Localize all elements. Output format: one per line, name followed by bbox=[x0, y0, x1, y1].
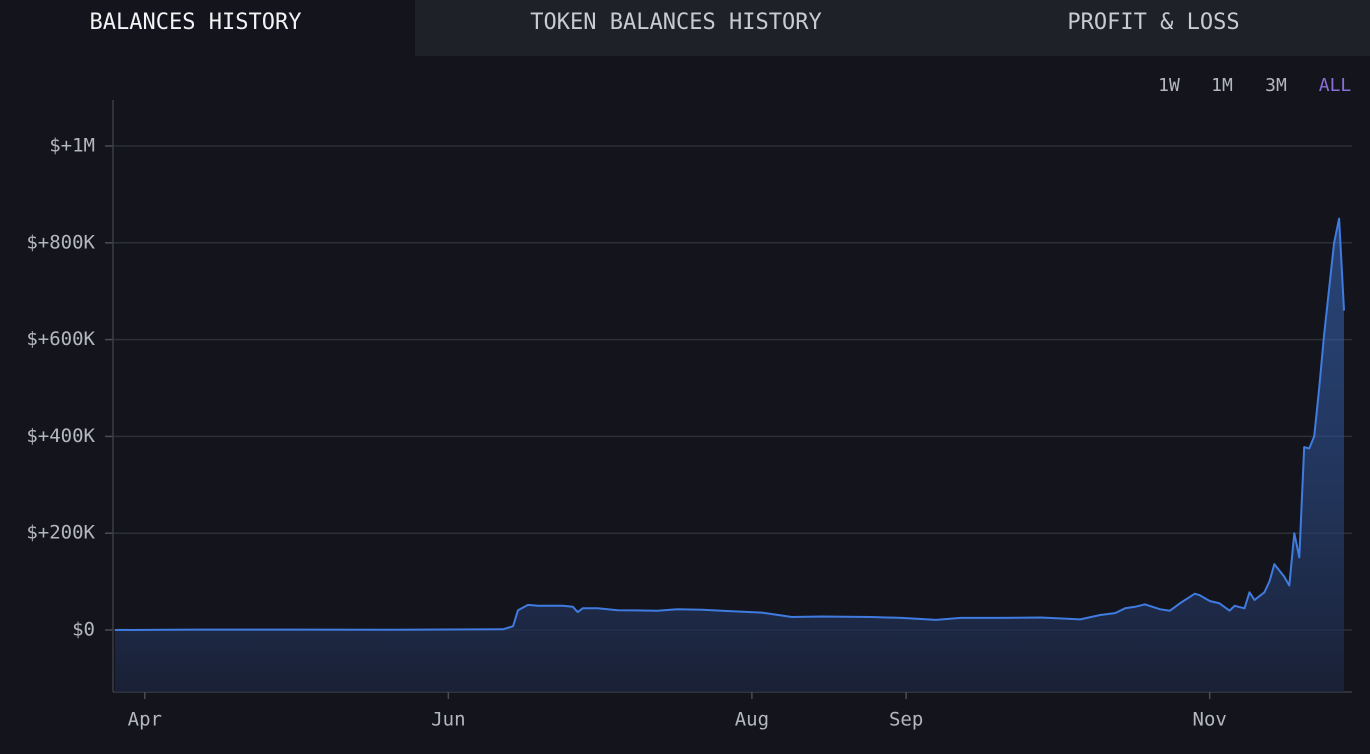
tab-label[interactable]: PROFIT & LOSS bbox=[1067, 10, 1239, 35]
tab[interactable] bbox=[937, 0, 1370, 56]
x-tick-label: Nov bbox=[1193, 709, 1227, 731]
x-tick-label: Jun bbox=[431, 709, 465, 731]
y-tick-label: $+600K bbox=[26, 328, 95, 350]
y-tick-label: $+1M bbox=[49, 134, 95, 156]
line bbox=[114, 217, 1345, 631]
x-tick-label: Apr bbox=[128, 709, 162, 731]
range-button[interactable]: 1W bbox=[1158, 75, 1180, 96]
y-tick-label: $+200K bbox=[26, 522, 95, 544]
range-button[interactable]: 1M bbox=[1211, 75, 1233, 96]
tab[interactable] bbox=[415, 0, 937, 56]
y-tick-label: $+400K bbox=[26, 425, 95, 447]
y-tick-label: $0 bbox=[72, 619, 95, 641]
y-tick-label: $+800K bbox=[26, 231, 95, 253]
x-tick-label: Aug bbox=[735, 709, 769, 731]
tab-label[interactable]: TOKEN BALANCES HISTORY bbox=[530, 10, 821, 35]
tab[interactable] bbox=[0, 0, 415, 56]
range-button[interactable]: ALL bbox=[1319, 75, 1352, 96]
area-fill bbox=[115, 218, 1344, 692]
x-tick-label: Sep bbox=[889, 709, 923, 731]
tab-label[interactable]: BALANCES HISTORY bbox=[90, 10, 302, 35]
range-button[interactable]: 3M bbox=[1265, 75, 1287, 96]
